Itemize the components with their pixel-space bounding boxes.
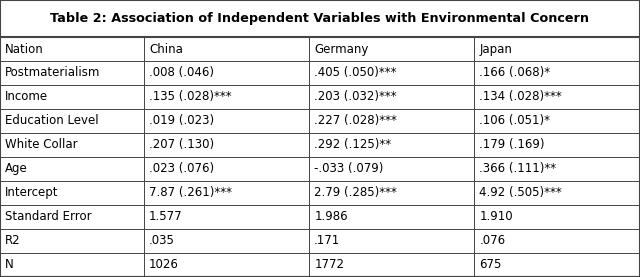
Text: 1.910: 1.910 (479, 211, 513, 224)
Text: White Collar: White Collar (5, 138, 77, 152)
Text: .171: .171 (314, 235, 340, 247)
Text: Age: Age (5, 163, 28, 175)
Text: 7.87 (.261)***: 7.87 (.261)*** (149, 186, 232, 199)
Text: 1772: 1772 (314, 258, 344, 271)
Text: .076: .076 (479, 235, 506, 247)
Text: .203 (.032)***: .203 (.032)*** (314, 91, 397, 103)
Text: .106 (.051)*: .106 (.051)* (479, 114, 550, 127)
Text: .405 (.050)***: .405 (.050)*** (314, 66, 397, 79)
Text: 1.577: 1.577 (149, 211, 183, 224)
Text: Table 2: Association of Independent Variables with Environmental Concern: Table 2: Association of Independent Vari… (51, 12, 589, 25)
Text: Nation: Nation (5, 43, 44, 56)
Text: 2.79 (.285)***: 2.79 (.285)*** (314, 186, 397, 199)
Text: .166 (.068)*: .166 (.068)* (479, 66, 550, 79)
Text: .023 (.076): .023 (.076) (149, 163, 214, 175)
Text: Germany: Germany (314, 43, 369, 56)
Text: 675: 675 (479, 258, 502, 271)
Text: .179 (.169): .179 (.169) (479, 138, 545, 152)
Text: Intercept: Intercept (5, 186, 59, 199)
Text: .135 (.028)***: .135 (.028)*** (149, 91, 232, 103)
Text: .008 (.046): .008 (.046) (149, 66, 214, 79)
Text: N: N (5, 258, 14, 271)
Text: .019 (.023): .019 (.023) (149, 114, 214, 127)
Text: China: China (149, 43, 183, 56)
Text: Postmaterialism: Postmaterialism (5, 66, 100, 79)
Text: 1.986: 1.986 (314, 211, 348, 224)
Text: .366 (.111)**: .366 (.111)** (479, 163, 557, 175)
Text: 4.92 (.505)***: 4.92 (.505)*** (479, 186, 562, 199)
Text: Income: Income (5, 91, 48, 103)
Text: .207 (.130): .207 (.130) (149, 138, 214, 152)
Text: .134 (.028)***: .134 (.028)*** (479, 91, 562, 103)
Text: -.033 (.079): -.033 (.079) (314, 163, 383, 175)
Text: R2: R2 (5, 235, 20, 247)
Text: Standard Error: Standard Error (5, 211, 92, 224)
Text: .227 (.028)***: .227 (.028)*** (314, 114, 397, 127)
Text: 1026: 1026 (149, 258, 179, 271)
Text: Japan: Japan (479, 43, 512, 56)
Text: Education Level: Education Level (5, 114, 99, 127)
Text: .292 (.125)**: .292 (.125)** (314, 138, 392, 152)
Text: .035: .035 (149, 235, 175, 247)
